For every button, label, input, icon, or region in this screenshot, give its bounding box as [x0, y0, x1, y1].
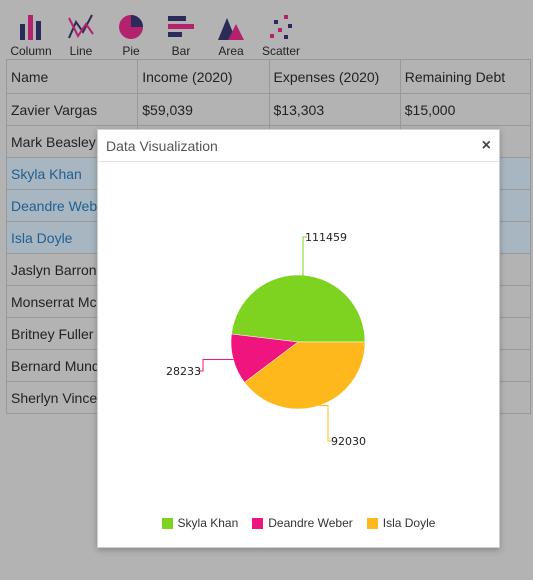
tool-label: Area — [218, 44, 244, 58]
pie-slice[interactable] — [231, 274, 366, 343]
legend-item[interactable]: Isla Doyle — [366, 516, 436, 530]
dialog-header: Data Visualization × — [98, 130, 499, 162]
column-chart-button[interactable]: Column — [6, 10, 56, 58]
close-icon[interactable]: × — [481, 136, 491, 154]
leader-line — [301, 236, 307, 276]
data-label: 28233 — [166, 365, 201, 378]
tool-label: Bar — [171, 44, 191, 58]
table-cell[interactable]: $13,303 — [268, 93, 401, 126]
legend-item[interactable]: Deandre Weber — [252, 516, 353, 530]
header-row: Name Income (2020) Expenses (2020) Remai… — [5, 59, 532, 94]
table-cell[interactable]: $15,000 — [399, 93, 532, 126]
legend-item[interactable]: Skyla Khan — [161, 516, 239, 530]
table-row[interactable]: Zavier Vargas $59,039 $13,303 $15,000 — [5, 93, 532, 126]
column-chart-icon — [20, 15, 41, 40]
column-header-income[interactable]: Income (2020) — [137, 59, 270, 94]
legend-label: Skyla Khan — [177, 516, 239, 530]
pie-slice[interactable] — [244, 341, 366, 410]
tool-label: Pie — [122, 44, 140, 58]
line-chart-icon — [68, 14, 94, 39]
pie-chart-icon — [119, 15, 143, 39]
scatter-chart-icon — [270, 15, 292, 39]
bar-chart-icon — [168, 16, 194, 37]
pie-chart-button[interactable]: Pie — [106, 10, 156, 58]
chart-toolbar: Column Line Pie Bar — [6, 10, 530, 58]
dialog-title: Data Visualization — [106, 137, 218, 154]
bar-chart-button[interactable]: Bar — [156, 10, 206, 58]
legend-swatch — [252, 517, 264, 529]
pie-chart: 111459 28233 92030 — [166, 231, 366, 448]
data-visualization-dialog: Data Visualization × 111459 28233 92030 Sk… — [97, 129, 500, 548]
legend-swatch — [366, 517, 378, 529]
leader-line — [199, 358, 234, 372]
area-chart-icon — [218, 18, 244, 40]
tool-label: Line — [69, 44, 93, 58]
legend-swatch — [161, 517, 173, 529]
table-cell[interactable]: Zavier Vargas — [5, 93, 139, 126]
data-label: 92030 — [331, 435, 366, 448]
legend-label: Deandre Weber — [268, 516, 353, 530]
column-header-expenses[interactable]: Expenses (2020) — [268, 59, 401, 94]
line-chart-button[interactable]: Line — [56, 10, 106, 58]
tool-label: Scatter — [261, 44, 300, 58]
area-chart-button[interactable]: Area — [206, 10, 256, 58]
chart-legend: Skyla Khan Deandre Weber Isla Doyle — [98, 516, 499, 530]
table-cell[interactable]: $59,039 — [137, 93, 270, 126]
tool-label: Column — [10, 44, 52, 58]
data-label: 111459 — [305, 231, 347, 244]
table-cell[interactable]: Sherlyn Vince — [5, 381, 139, 414]
legend-label: Isla Doyle — [382, 516, 436, 530]
leader-line — [319, 405, 332, 442]
column-header-name[interactable]: Name — [5, 59, 139, 94]
scatter-chart-button[interactable]: Scatter — [256, 10, 306, 58]
column-header-debt[interactable]: Remaining Debt — [399, 59, 532, 94]
